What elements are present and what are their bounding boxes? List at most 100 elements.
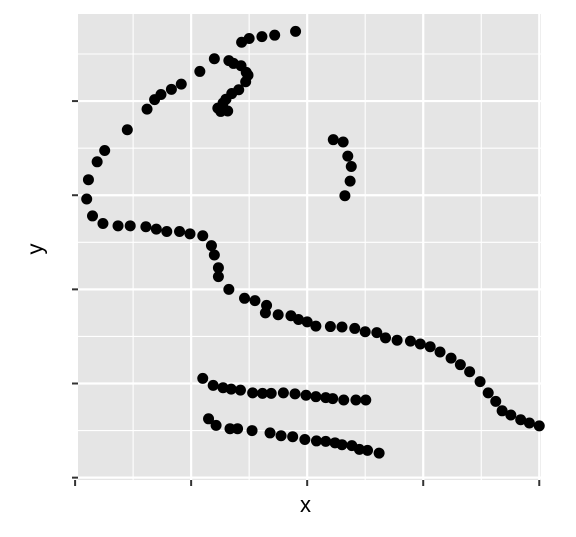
data-point	[234, 384, 246, 396]
data-point	[269, 29, 281, 41]
data-point	[327, 134, 339, 146]
data-point	[277, 387, 289, 399]
axis-ticks	[72, 100, 541, 486]
data-point	[225, 383, 237, 395]
data-point	[149, 94, 161, 106]
data-point	[353, 443, 365, 455]
data-point	[310, 435, 322, 447]
data-point	[236, 36, 248, 48]
data-point	[223, 283, 235, 295]
data-point	[184, 228, 196, 240]
data-point	[194, 65, 206, 77]
grid-lines	[78, 14, 541, 480]
data-point	[232, 423, 244, 435]
data-point	[310, 391, 322, 403]
data-point	[373, 447, 385, 459]
data-point	[203, 413, 215, 425]
data-point	[174, 225, 186, 237]
data-point	[197, 372, 209, 384]
data-point	[414, 338, 426, 350]
data-point	[292, 313, 304, 325]
data-point	[404, 335, 416, 347]
y-axis-label: y	[22, 243, 48, 255]
data-point	[515, 414, 527, 426]
data-point	[212, 262, 224, 274]
data-point	[205, 240, 217, 252]
data-point	[208, 249, 220, 261]
data-point	[424, 341, 436, 353]
x-axis-label: x	[300, 492, 311, 517]
data-point	[496, 405, 508, 417]
data-point	[208, 53, 220, 65]
data-point	[336, 321, 348, 333]
data-point	[265, 387, 277, 399]
data-point	[91, 156, 103, 168]
data-point	[212, 271, 224, 283]
data-point	[345, 161, 357, 173]
data-points	[81, 25, 545, 459]
data-point	[464, 366, 476, 378]
data-point	[324, 321, 336, 333]
data-point	[474, 376, 486, 388]
data-point	[445, 352, 457, 364]
data-point	[121, 124, 133, 136]
data-point	[380, 332, 392, 344]
data-point	[299, 434, 311, 446]
data-point	[350, 394, 362, 406]
data-point	[434, 346, 446, 358]
data-point	[301, 316, 313, 328]
data-point	[207, 379, 219, 391]
data-point	[391, 334, 403, 346]
data-point	[87, 210, 99, 222]
data-point	[371, 327, 383, 339]
data-point	[454, 359, 466, 371]
data-point	[337, 136, 349, 148]
data-point	[210, 419, 222, 431]
data-point	[197, 230, 209, 242]
data-point	[264, 427, 276, 439]
data-point	[287, 431, 299, 443]
data-point	[290, 25, 302, 37]
data-point	[359, 326, 371, 338]
data-point	[239, 292, 251, 304]
data-point	[342, 150, 354, 162]
data-point	[224, 423, 236, 435]
data-point	[97, 217, 109, 229]
data-point	[140, 221, 152, 233]
data-point	[344, 175, 356, 187]
data-point	[360, 394, 372, 406]
data-point	[362, 444, 374, 456]
data-point	[300, 389, 312, 401]
data-point	[533, 420, 545, 432]
data-point	[482, 387, 494, 399]
data-point	[165, 83, 177, 95]
data-point	[310, 320, 322, 332]
data-point	[124, 220, 136, 232]
data-point	[141, 103, 153, 115]
data-point	[82, 174, 94, 186]
data-point	[249, 295, 261, 307]
data-point	[339, 190, 351, 202]
data-point	[338, 394, 350, 406]
data-point	[150, 223, 162, 235]
data-point	[505, 409, 517, 421]
data-point	[490, 395, 502, 407]
data-point	[523, 417, 535, 429]
data-point	[99, 145, 111, 157]
plot-panel	[78, 14, 541, 480]
data-point	[272, 309, 284, 321]
data-point	[257, 387, 269, 399]
data-point	[320, 435, 332, 447]
data-point	[256, 31, 268, 43]
data-point	[336, 439, 348, 451]
data-point	[112, 220, 124, 232]
data-point	[246, 425, 258, 437]
data-point	[259, 307, 271, 319]
data-point	[175, 78, 187, 90]
data-point	[247, 387, 259, 399]
data-point	[289, 388, 301, 400]
data-point	[240, 76, 252, 88]
data-point	[217, 382, 229, 394]
data-point	[349, 322, 361, 334]
